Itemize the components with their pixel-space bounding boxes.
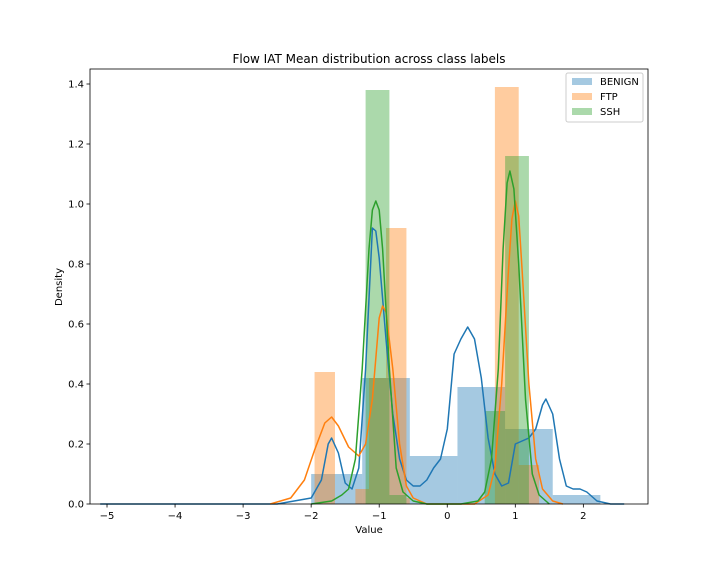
bar-benign-2	[409, 456, 458, 504]
y-tick-label: 0.8	[68, 260, 84, 271]
bar-ftp-0	[314, 372, 335, 504]
y-tick-label: 1.2	[68, 140, 84, 151]
y-tick-label: 0.6	[68, 320, 84, 331]
plot-frame	[89, 68, 649, 505]
y-tick-label: 0.4	[68, 380, 84, 391]
bar-ftp-3	[386, 228, 407, 504]
legend: BENIGN FTP SSH	[565, 72, 644, 123]
y-tick-label: 0.0	[68, 500, 84, 511]
legend-frame	[565, 72, 644, 123]
kde-line-ftp	[270, 200, 564, 505]
bar-benign-0	[311, 474, 363, 504]
bar-ftp-6	[518, 465, 540, 504]
legend-swatch-benign	[572, 78, 592, 85]
x-tick-label: −3	[236, 511, 251, 522]
bar-benign-5	[552, 495, 601, 504]
y-tick-label: 1.4	[68, 80, 84, 91]
bar-ssh-2	[484, 411, 506, 504]
x-tick-label: −1	[372, 511, 387, 522]
chart-title: Flow IAT Mean distribution across class …	[232, 52, 505, 66]
legend-swatch-ftp	[572, 93, 592, 100]
kde-line-benign	[100, 227, 625, 505]
bar-ftp-1	[355, 489, 369, 504]
kde-lines	[100, 170, 625, 505]
legend-swatch-ssh	[572, 108, 592, 115]
x-tick-label: −4	[168, 511, 183, 522]
x-tick-label: 0	[444, 511, 450, 522]
bar-ssh-3	[505, 156, 529, 504]
bar-benign-1	[362, 378, 410, 504]
x-axis-ticks: −5 −4 −3 −2 −1 0 1 2	[100, 504, 587, 522]
x-axis-label: Value	[355, 525, 382, 536]
x-tick-label: 2	[580, 511, 586, 522]
x-tick-label: −5	[100, 511, 115, 522]
legend-label-ftp: FTP	[600, 92, 618, 103]
legend-label-benign: BENIGN	[600, 77, 639, 88]
y-axis-label: Density	[54, 268, 65, 306]
y-tick-label: 0.2	[68, 440, 84, 451]
x-tick-label: −2	[304, 511, 319, 522]
x-tick-label: 1	[512, 511, 518, 522]
histogram-bars	[311, 87, 601, 504]
bar-ftp-2	[369, 378, 387, 504]
y-axis-ticks: 0.0 0.2 0.4 0.6 0.8 1.0 1.2 1.4	[68, 80, 90, 511]
y-tick-label: 1.0	[68, 200, 84, 211]
kde-line-ssh	[311, 170, 550, 505]
bar-ssh-1	[389, 495, 407, 504]
legend-label-ssh: SSH	[600, 107, 620, 118]
bar-ftp-4	[406, 498, 410, 504]
